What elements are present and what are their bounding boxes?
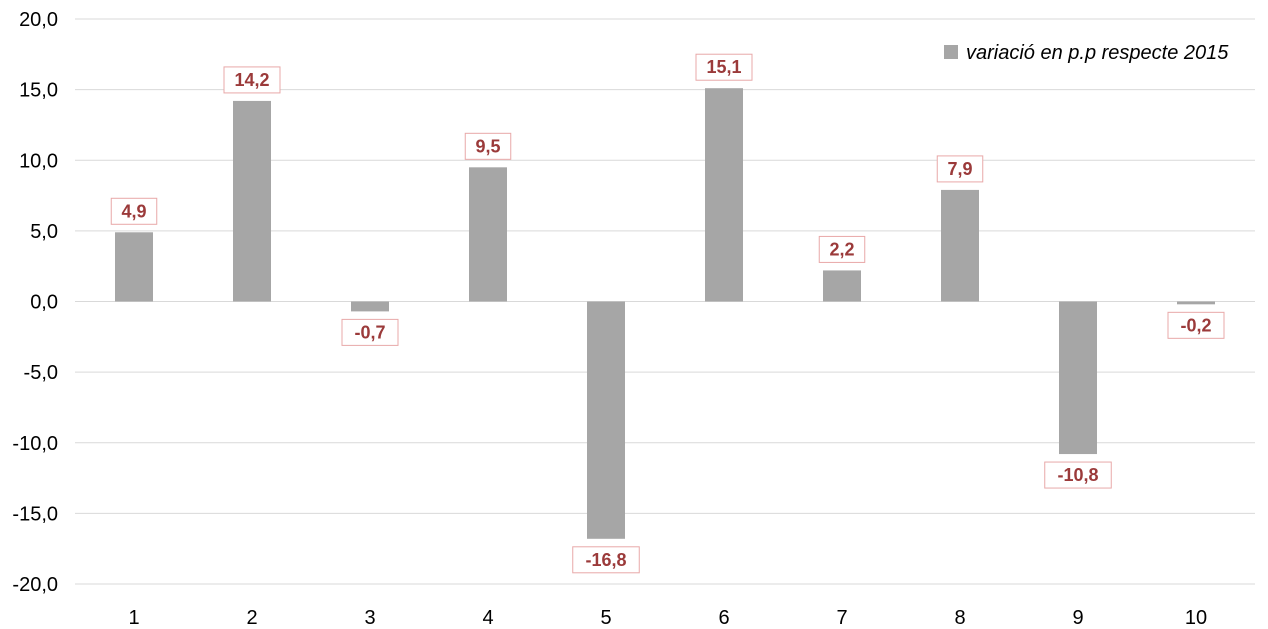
- data-label: 7,9: [936, 155, 984, 183]
- data-label-box: [464, 132, 512, 160]
- data-labels: 4,9 14,2 -0,7 9,5 -16,8 15,1 2,2 7,9 -10,8 -0,2: [110, 53, 1225, 574]
- data-label: 14,2: [223, 66, 281, 94]
- data-label-text: -10,8: [1057, 465, 1098, 485]
- data-label-text: 4,9: [121, 201, 146, 221]
- bar: [587, 301, 625, 539]
- data-label: 15,1: [695, 53, 753, 81]
- x-tick-label: 9: [1072, 607, 1083, 629]
- data-label: 4,9: [110, 197, 158, 225]
- legend: variació en p.p respecte 2015: [944, 42, 1229, 64]
- data-label: 9,5: [464, 132, 512, 160]
- data-label-box: [110, 197, 158, 225]
- data-label-box: [341, 318, 399, 346]
- x-tick-label: 1: [128, 607, 139, 629]
- bar: [351, 301, 389, 312]
- y-tick-label: -5,0: [24, 362, 58, 384]
- bar: [115, 232, 153, 302]
- data-label-box: [572, 546, 640, 574]
- data-label-box: [695, 53, 753, 81]
- bar: [1177, 301, 1215, 305]
- x-tick-label: 3: [364, 607, 375, 629]
- data-label-box: [936, 155, 984, 183]
- data-label-text: -0,7: [354, 322, 385, 342]
- y-tick-label: -15,0: [12, 503, 58, 525]
- x-tick-label: 5: [600, 607, 611, 629]
- data-label-box: [818, 235, 866, 263]
- y-tick-label: 15,0: [19, 80, 58, 102]
- x-tick-label: 8: [954, 607, 965, 629]
- data-label-text: -0,2: [1180, 315, 1211, 335]
- data-label-text: 9,5: [475, 136, 500, 156]
- bar: [941, 189, 979, 302]
- bars: [115, 88, 1215, 539]
- bar: [1059, 301, 1097, 455]
- legend-label: variació en p.p respecte 2015: [966, 42, 1229, 64]
- y-tick-label: 0,0: [30, 292, 58, 314]
- data-label-text: 14,2: [234, 70, 269, 90]
- data-label: -16,8: [572, 546, 640, 574]
- x-tick-label: 4: [482, 607, 493, 629]
- x-tick-label: 7: [836, 607, 847, 629]
- bar: [233, 100, 271, 302]
- data-label-text: 7,9: [947, 159, 972, 179]
- y-tick-label: 10,0: [19, 150, 58, 172]
- data-label-text: 2,2: [829, 239, 854, 259]
- data-label-box: [1167, 311, 1225, 339]
- y-tick-label: 20,0: [19, 9, 58, 31]
- x-tick-label: 6: [718, 607, 729, 629]
- data-label: -10,8: [1044, 461, 1112, 489]
- data-label: -0,2: [1167, 311, 1225, 339]
- x-tick-label: 10: [1185, 607, 1207, 629]
- y-tick-label: -20,0: [12, 574, 58, 596]
- y-tick-label: -10,0: [12, 433, 58, 455]
- data-label-box: [223, 66, 281, 94]
- legend-swatch: [944, 45, 958, 59]
- data-label-box: [1044, 461, 1112, 489]
- bar: [705, 88, 743, 302]
- y-axis-tick-labels: 20,0 15,0 10,0 5,0 0,0 -5,0 -10,0 -15,0 -20,0: [12, 9, 58, 596]
- data-label-text: -16,8: [585, 550, 626, 570]
- bar: [823, 270, 861, 302]
- data-label-text: 15,1: [706, 57, 741, 77]
- y-tick-label: 5,0: [30, 221, 58, 243]
- bar: [469, 167, 507, 302]
- data-label: 2,2: [818, 235, 866, 263]
- x-tick-label: 2: [246, 607, 257, 629]
- data-label: -0,7: [341, 318, 399, 346]
- x-axis-tick-labels: 1 2 3 4 5 6 7 8 9 10: [128, 607, 1207, 629]
